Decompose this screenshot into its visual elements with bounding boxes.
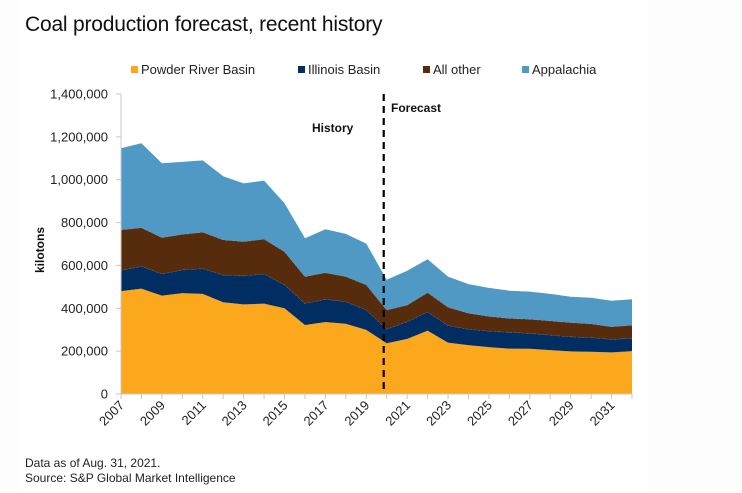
x-tick-label: 2029 (546, 398, 577, 429)
y-tick-label: 1,200,000 (50, 129, 108, 144)
y-tick-label: 1,000,000 (50, 172, 108, 187)
legend-swatch-illinois-basin (298, 66, 305, 73)
legend-swatch-all-other (423, 66, 430, 73)
area-powder-river-basin (121, 288, 632, 394)
legend-label: Illinois Basin (308, 62, 381, 77)
legend-item-powder-river-basin: Powder River Basin (131, 62, 255, 77)
legend-item-all-other: All other (423, 62, 481, 77)
boundary-all-other (120, 227, 633, 328)
x-tick-label: 2009 (137, 398, 168, 429)
x-tick-label: 2023 (423, 398, 454, 429)
y-tick-label: 600,000 (61, 258, 108, 273)
history-label: History (312, 121, 354, 135)
x-tick-label: 2011 (178, 398, 208, 428)
area-appalachia (121, 143, 632, 327)
y-axis-label: kilotons (33, 227, 47, 273)
footer: Data as of Aug. 31, 2021. Source: S&P Gl… (25, 456, 236, 486)
legend: Powder River Basin Illinois Basin All ot… (0, 62, 742, 80)
x-tick-label: 2013 (219, 398, 250, 429)
legend-item-illinois-basin: Illinois Basin (298, 62, 380, 77)
legend-swatch-powder-river-basin (131, 66, 138, 73)
x-tick-label: 2007 (96, 398, 127, 429)
y-tick-label: 1,400,000 (50, 87, 108, 102)
y-tick-label: 400,000 (61, 301, 108, 316)
legend-item-appalachia: Appalachia (522, 62, 596, 77)
legend-label: Appalachia (532, 62, 597, 77)
x-tick-label: 2027 (505, 398, 536, 429)
y-tick-label: 0 (101, 387, 108, 402)
x-tick-label: 2021 (382, 398, 413, 429)
boundary-illinois-basin (120, 265, 633, 340)
y-tick-label: 200,000 (61, 344, 108, 359)
legend-swatch-appalachia (522, 66, 529, 73)
annotations: History Forecast (312, 94, 441, 394)
x-tick-label: 2031 (587, 398, 618, 429)
area-all-other (121, 227, 632, 340)
x-tick-label: 2015 (260, 398, 291, 429)
area-illinois-basin (121, 266, 632, 353)
forecast-label: Forecast (391, 101, 441, 115)
source-note: Source: S&P Global Market Intelligence (25, 471, 236, 485)
y-tick-label: 800,000 (61, 215, 108, 230)
chart-title: Coal production forecast, recent history (25, 13, 383, 36)
legend-label: All other (433, 62, 481, 77)
x-tick-label: 2019 (341, 398, 372, 429)
x-tick-label: 2017 (300, 398, 331, 429)
legend-label: Powder River Basin (141, 62, 256, 77)
series-areas (120, 143, 633, 394)
data-date-note: Data as of Aug. 31, 2021. (25, 456, 161, 470)
x-tick-label: 2025 (464, 398, 495, 429)
